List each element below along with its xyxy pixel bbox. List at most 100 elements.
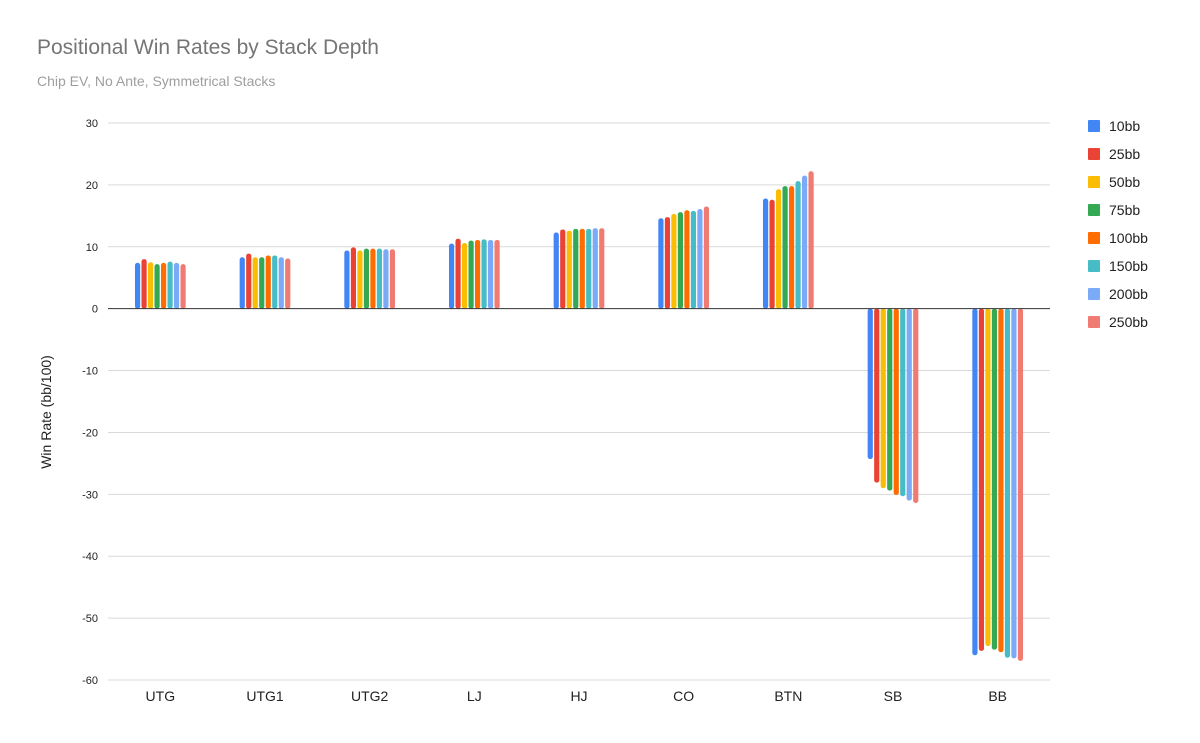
legend-swatch — [1088, 120, 1100, 132]
chart-title: Positional Win Rates by Stack Depth — [37, 36, 379, 59]
bar-sb-100bb — [893, 308, 899, 495]
legend-label: 100bb — [1109, 230, 1148, 246]
bar-utg1-250bb — [285, 258, 291, 309]
bar-sb-50bb — [880, 308, 886, 489]
x-category-label: LJ — [467, 688, 482, 704]
bar-utg2-150bb — [376, 248, 383, 309]
legend-item-75bb[interactable]: 75bb — [1088, 202, 1140, 218]
bar-hj-100bb — [579, 228, 585, 309]
x-category-label: BB — [988, 688, 1007, 704]
bar-lj-250bb — [494, 239, 500, 309]
bar-btn-250bb — [808, 171, 814, 309]
bar-utg-75bb — [154, 264, 160, 309]
legend-item-200bb[interactable]: 200bb — [1088, 286, 1148, 302]
legend-label: 150bb — [1109, 258, 1148, 274]
bar-sb-75bb — [887, 308, 893, 491]
bar-utg-150bb — [167, 261, 173, 309]
bar-hj-25bb — [560, 229, 566, 309]
legend-swatch — [1088, 204, 1100, 216]
bar-hj-75bb — [573, 228, 579, 309]
legend-swatch — [1088, 232, 1100, 244]
bar-sb-200bb — [906, 308, 912, 501]
bar-co-25bb — [664, 217, 671, 309]
y-tick-label: -40 — [82, 551, 98, 563]
bar-btn-200bb — [801, 175, 808, 309]
x-category-label: SB — [884, 688, 903, 704]
legend-label: 10bb — [1109, 118, 1140, 134]
bar-hj-250bb — [599, 228, 605, 309]
bar-co-50bb — [671, 213, 677, 309]
legend-label: 50bb — [1109, 174, 1140, 190]
y-tick-label: 0 — [92, 304, 98, 316]
bar-co-75bb — [677, 212, 684, 309]
bar-utg2-250bb — [389, 249, 396, 309]
legend-label: 25bb — [1109, 146, 1140, 162]
grid-layer — [108, 122, 1050, 681]
bar-utg2-100bb — [370, 248, 376, 309]
bar-btn-150bb — [795, 181, 801, 309]
bar-utg2-10bb — [344, 250, 350, 309]
y-tick-label: -10 — [82, 366, 98, 378]
bar-co-100bb — [684, 210, 690, 309]
bar-utg2-75bb — [363, 248, 370, 309]
bar-utg1-25bb — [246, 253, 252, 309]
bar-hj-10bb — [553, 232, 559, 309]
x-category-label: BTN — [774, 688, 802, 704]
legend-item-150bb[interactable]: 150bb — [1088, 258, 1148, 274]
bar-bb-50bb — [985, 308, 991, 646]
x-category-labels: UTG UTG1 UTG2 LJ HJ CO BTN SB BB — [146, 688, 1007, 704]
legend-item-10bb[interactable]: 10bb — [1088, 118, 1140, 134]
bar-hj-50bb — [566, 230, 572, 309]
bar-utg-10bb — [134, 262, 141, 309]
bar-lj-25bb — [455, 238, 461, 309]
bar-bb-250bb — [1017, 308, 1024, 661]
legend-item-25bb[interactable]: 25bb — [1088, 146, 1140, 162]
bar-utg-25bb — [141, 259, 147, 309]
y-tick-label: 20 — [86, 180, 98, 192]
x-category-label: UTG1 — [246, 688, 284, 704]
bar-bb-75bb — [991, 308, 998, 650]
bar-utg2-200bb — [383, 249, 389, 309]
y-tick-label: -20 — [82, 427, 98, 439]
bar-utg-200bb — [173, 262, 180, 309]
x-category-label: UTG — [146, 688, 176, 704]
y-tick-label: -50 — [82, 613, 98, 625]
legend-label: 75bb — [1109, 202, 1140, 218]
bar-bb-150bb — [1004, 308, 1011, 658]
bar-btn-25bb — [769, 199, 775, 309]
bar-hj-200bb — [592, 228, 598, 309]
legend-swatch — [1088, 316, 1100, 328]
bar-utg-100bb — [160, 262, 167, 309]
bar-co-150bb — [690, 210, 697, 309]
y-tick-label: 10 — [86, 242, 98, 254]
legend-item-50bb[interactable]: 50bb — [1088, 174, 1140, 190]
legend: 10bb 25bb 50bb 75bb 100bb 150bb 200bb 250bb — [1088, 118, 1148, 330]
legend-label: 250bb — [1109, 314, 1148, 330]
legend-item-100bb[interactable]: 100bb — [1088, 230, 1148, 246]
bar-utg1-150bb — [272, 255, 278, 309]
bar-lj-75bb — [468, 240, 474, 309]
legend-item-250bb[interactable]: 250bb — [1088, 314, 1148, 330]
bar-utg2-50bb — [357, 250, 363, 309]
y-tick-label: -60 — [82, 675, 98, 687]
y-axis-label: Win Rate (bb/100) — [38, 355, 54, 469]
legend-swatch — [1088, 148, 1100, 160]
bar-utg1-75bb — [259, 257, 265, 309]
bar-bb-100bb — [998, 308, 1004, 653]
y-tick-label: 30 — [86, 118, 98, 130]
bar-co-200bb — [697, 209, 703, 309]
bar-bb-10bb — [972, 308, 978, 656]
bar-hj-150bb — [586, 228, 592, 309]
bar-utg1-200bb — [278, 257, 284, 309]
bar-btn-50bb — [775, 189, 782, 309]
y-tick-labels: 30 20 10 0 -10 -20 -30 -40 -50 -60 — [82, 118, 98, 687]
bar-bb-25bb — [978, 308, 985, 651]
x-category-label: UTG2 — [351, 688, 389, 704]
bar-btn-100bb — [788, 186, 795, 309]
bar-utg2-25bb — [350, 247, 357, 309]
bar-sb-10bb — [867, 308, 873, 460]
y-tick-label: -30 — [82, 489, 98, 501]
bar-sb-250bb — [913, 308, 919, 503]
bar-lj-50bb — [461, 243, 468, 309]
